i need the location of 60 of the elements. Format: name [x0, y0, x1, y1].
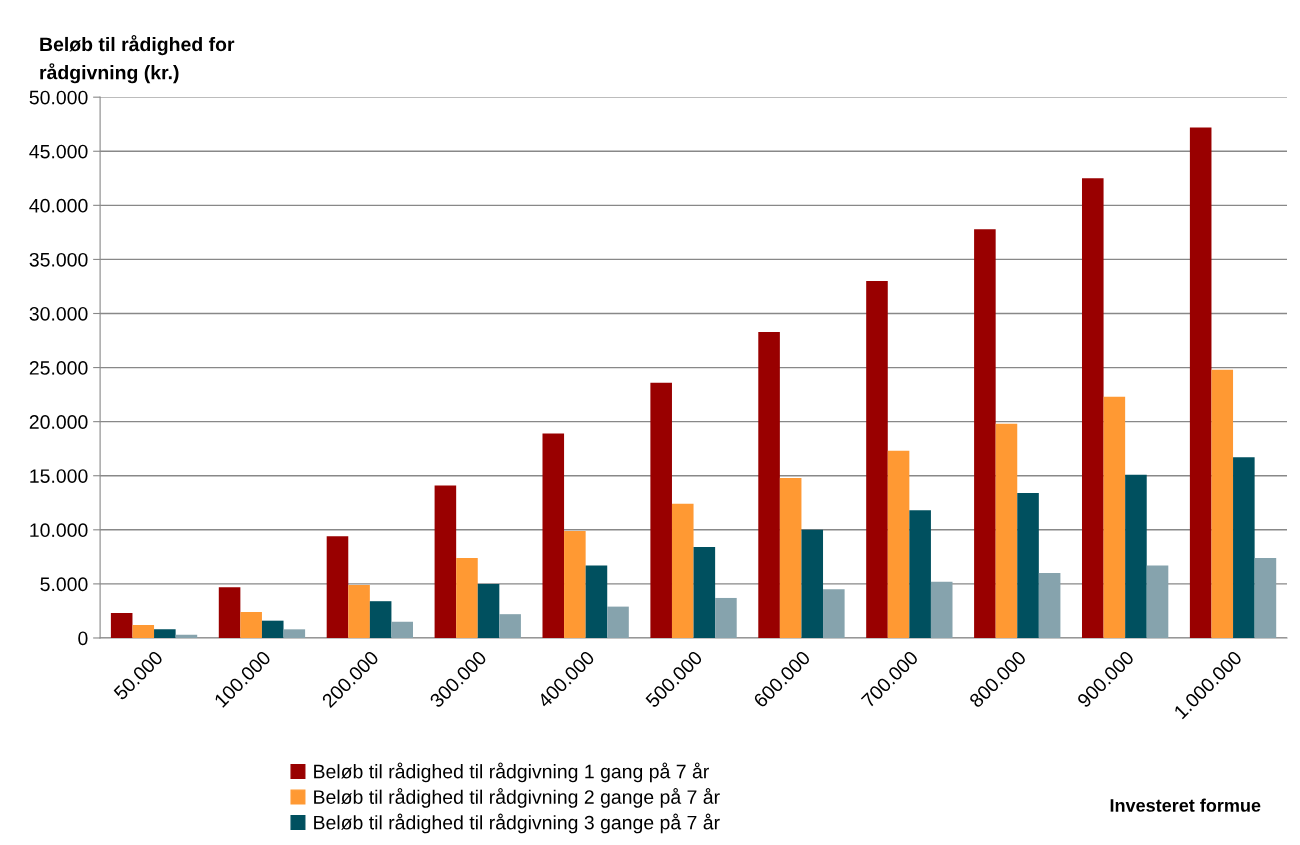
y-tick-label: 20.000	[29, 415, 88, 429]
bar	[823, 589, 845, 638]
bar	[110, 613, 133, 638]
y-tick-label: 30.000	[29, 306, 88, 321]
bar	[1211, 369, 1234, 638]
bar	[456, 557, 478, 638]
bar	[154, 629, 176, 638]
bar	[887, 450, 910, 638]
bar	[779, 477, 802, 638]
bar	[995, 423, 1018, 638]
bar	[283, 629, 306, 638]
bar	[477, 583, 500, 638]
y-tick-label: 40.000	[29, 198, 88, 213]
bar	[801, 529, 824, 638]
bar	[693, 547, 716, 638]
legend-label: Beløb til rådighed til rådgivning 1 gang på 7 år	[314, 762, 709, 783]
bar	[175, 634, 198, 638]
bar	[758, 331, 780, 638]
bar	[240, 612, 262, 638]
bar	[1038, 573, 1061, 638]
bar	[1103, 396, 1126, 638]
bar	[715, 597, 737, 638]
bar	[1146, 565, 1169, 638]
bar	[930, 581, 953, 638]
y-tick-label: 35.000	[29, 252, 88, 267]
y-tick-label: 5.000	[40, 577, 88, 592]
x-axis-title: Investeret formue	[1110, 798, 1261, 812]
bar	[671, 503, 694, 638]
bar	[1081, 178, 1104, 638]
bar	[499, 614, 521, 638]
bar	[866, 281, 888, 638]
bar	[1254, 557, 1277, 638]
bar	[564, 530, 586, 638]
bar	[348, 584, 370, 638]
y-tick-label: 50.000	[29, 90, 88, 105]
y-tick-label: 15.000	[30, 469, 88, 483]
y-tick-label: 10.000	[30, 523, 88, 538]
bar	[1189, 127, 1212, 638]
bar	[1017, 493, 1039, 638]
bar	[585, 565, 608, 638]
legend-label: Beløb til rådighed til rådgivning 2 gange på 7 år	[314, 788, 720, 808]
bar	[218, 587, 241, 638]
bar	[261, 620, 284, 638]
bar	[326, 536, 349, 638]
bar	[132, 625, 155, 638]
bar	[391, 621, 414, 638]
y-tick-label: 0	[78, 631, 88, 646]
y-tick-label: 45.000	[29, 144, 88, 159]
bar	[542, 433, 565, 638]
y-axis-title: Beløb til rådighed for rådgivning (kr.)	[40, 35, 235, 84]
bar	[1233, 457, 1255, 638]
bar	[650, 382, 672, 638]
y-tick-label: 25.000	[29, 361, 88, 375]
bar	[974, 229, 996, 638]
legend-label: Beløb til rådighed til rådgivning 3 gange på 7 år	[314, 813, 720, 834]
bar	[434, 485, 457, 638]
bar	[369, 601, 392, 638]
bar	[607, 606, 629, 638]
bar	[1125, 474, 1147, 638]
bar	[909, 510, 931, 638]
